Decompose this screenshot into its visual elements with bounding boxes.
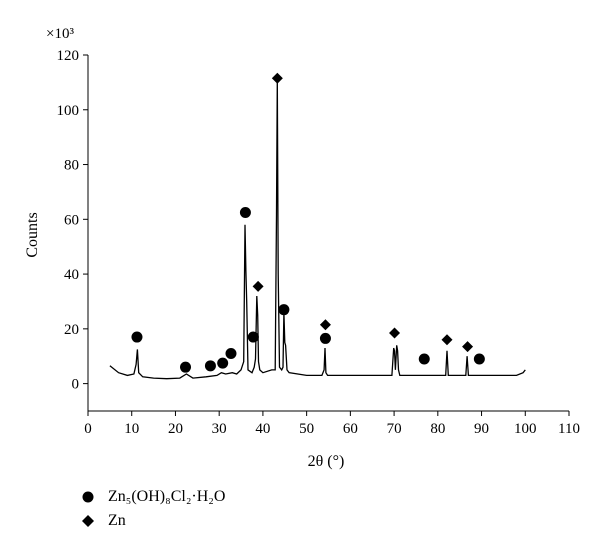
- zn5-circle-marker: [319, 332, 331, 344]
- xrd-chart: ×10³ 0 10 20 30 40 50 60 70 80 90 100 110 0 20 40 60 80…: [24, 26, 580, 470]
- x-tick-label: 20: [168, 421, 183, 437]
- x-tick-label: 40: [255, 421, 270, 437]
- y-tick-label: 60: [64, 212, 79, 228]
- zn5-circle-marker: [278, 304, 290, 316]
- legend-label-zn5: Zn₅(OH)₈Cl₂·H₂O: [108, 488, 226, 505]
- x-tick-label: 30: [212, 421, 227, 437]
- x-tick-label: 60: [343, 421, 358, 437]
- x-tick-label: 90: [474, 421, 489, 437]
- y-ticks: 0 20 40 60 80 100 120: [57, 48, 88, 393]
- zn5-circle-marker: [131, 331, 143, 343]
- zn5-circle-marker: [247, 331, 259, 343]
- y-multiplier-label: ×10³: [46, 26, 74, 42]
- zn-diamond-marker: [271, 72, 283, 84]
- y-tick-label: 20: [64, 322, 79, 338]
- zn-diamond-marker: [441, 334, 453, 346]
- x-ticks: 0 10 20 30 40 50 60 70 80 90 100 110: [84, 411, 580, 437]
- zn5-circle-marker: [217, 357, 229, 369]
- x-tick-label: 80: [430, 421, 445, 437]
- zn5-circle-marker: [239, 206, 251, 218]
- peak-markers: [131, 72, 485, 373]
- x-tick-label: 70: [387, 421, 402, 437]
- y-axis-label: Counts: [24, 212, 41, 257]
- y-tick-label: 100: [57, 103, 80, 119]
- zn5-circle-marker: [204, 360, 216, 372]
- zn-diamond-marker: [319, 319, 331, 331]
- x-tick-label: 10: [124, 421, 139, 437]
- zn-diamond-marker: [389, 327, 401, 339]
- legend-item-zn: Zn: [82, 509, 225, 533]
- legend: Zn₅(OH)₈Cl₂·H₂O Zn: [82, 485, 225, 533]
- series-line: [109, 79, 526, 380]
- zn5-circle-marker: [473, 353, 485, 365]
- y-tick-label: 80: [64, 158, 79, 174]
- zn-diamond-marker: [462, 341, 474, 353]
- legend-label-zn: Zn: [108, 512, 126, 529]
- zn5-circle-marker: [418, 353, 430, 365]
- x-tick-label: 110: [558, 421, 580, 437]
- zn5-circle-marker: [180, 361, 192, 373]
- circle-marker-icon: [82, 491, 94, 503]
- x-tick-label: 50: [299, 421, 314, 437]
- legend-item-zn5: Zn₅(OH)₈Cl₂·H₂O: [82, 485, 225, 509]
- axes: [87, 55, 569, 412]
- x-axis-label: 2θ (°): [308, 453, 345, 470]
- diamond-marker-icon: [82, 515, 94, 527]
- y-tick-label: 40: [64, 267, 79, 283]
- y-tick-label: 0: [72, 377, 80, 393]
- y-tick-label: 120: [57, 48, 80, 64]
- zn-diamond-marker: [252, 280, 264, 292]
- zn5-circle-marker: [225, 347, 237, 359]
- x-tick-label: 0: [84, 421, 92, 437]
- x-tick-label: 100: [514, 421, 537, 437]
